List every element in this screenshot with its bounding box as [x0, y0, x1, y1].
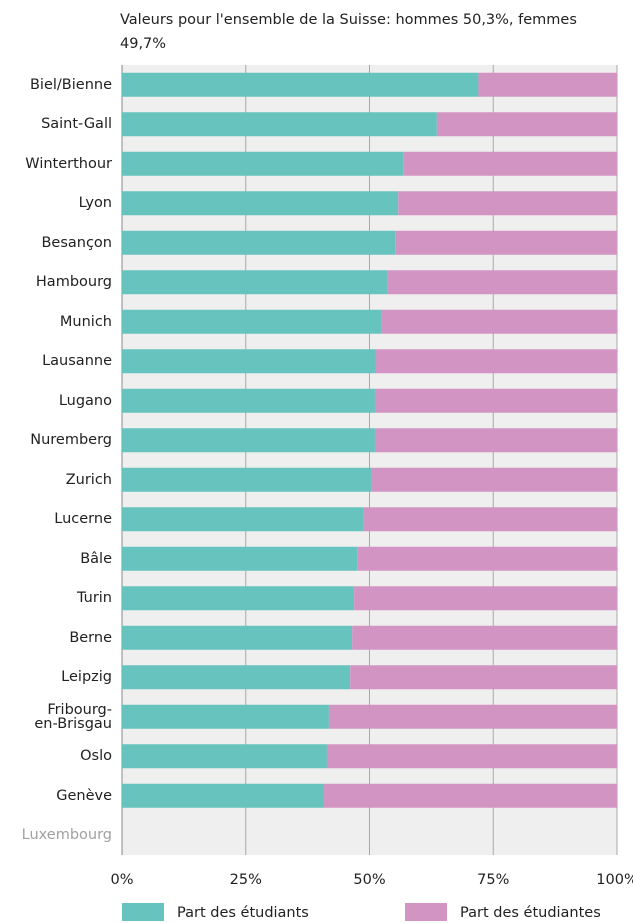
bar-segment: [375, 349, 617, 374]
bar-segment: [122, 72, 479, 97]
y-tick-label: Turin: [76, 590, 112, 607]
legend-label: Part des étudiantes: [460, 905, 601, 921]
bar-segment: [122, 783, 324, 808]
bar-segment: [122, 704, 329, 729]
bar-segment: [381, 309, 617, 334]
y-tick-label: Hambourg: [35, 274, 112, 291]
y-tick-label: Fribourg- en-Brisgau: [34, 701, 112, 732]
bar-segment: [328, 704, 617, 729]
bar-segment: [374, 428, 617, 453]
bar-segment: [122, 586, 355, 611]
y-tick-label: Lyon: [78, 195, 112, 212]
bar-segment: [122, 309, 382, 334]
y-tick-label: Besançon: [41, 234, 112, 251]
x-tick-label: 50%: [353, 872, 385, 888]
bar-segment: [122, 665, 351, 690]
y-tick-label: Lucerne: [54, 511, 112, 528]
bar-segment: [323, 783, 617, 808]
bar-segment: [350, 665, 617, 690]
bar-segment: [398, 191, 617, 216]
bar-segment: [370, 467, 617, 492]
bar-segment: [363, 507, 617, 532]
x-tick-label: 100%: [596, 872, 633, 888]
bar-segment: [357, 546, 617, 571]
legend-label: Part des étudiants: [177, 905, 309, 921]
y-tick-label: Zurich: [65, 471, 112, 488]
y-tick-label: Bâle: [80, 550, 112, 567]
legend-swatch: [122, 903, 164, 921]
bar-segment: [122, 625, 353, 650]
bar-segment: [354, 586, 617, 611]
bar-segment: [374, 388, 617, 413]
subtitle: Valeurs pour l'ensemble de la Suisse: ho…: [120, 12, 577, 52]
bar-segment: [122, 112, 437, 137]
bar-segment: [122, 230, 396, 255]
bar-segment: [122, 151, 404, 176]
y-tick-label: Luxembourg: [21, 827, 112, 844]
bar-segment: [395, 230, 617, 255]
y-tick-label: Winterthour: [25, 155, 112, 172]
bar-segment: [122, 744, 327, 769]
bar-segment: [387, 270, 617, 295]
bar-segment: [436, 112, 617, 137]
bar-segment: [122, 546, 358, 571]
y-tick-label: Genève: [56, 787, 112, 804]
bar-segment: [122, 270, 388, 295]
x-tick-label: 0%: [110, 872, 133, 888]
bar-segment: [478, 72, 617, 97]
bar-segment: [122, 467, 371, 492]
y-tick-label: Lausanne: [42, 353, 112, 370]
bar-segment: [122, 507, 364, 532]
y-tick-label: Munich: [59, 313, 112, 330]
legend-swatch: [405, 903, 447, 921]
y-tick-label: Leipzig: [61, 669, 112, 686]
bar-segment: [122, 428, 375, 453]
x-tick-label: 25%: [230, 872, 262, 888]
bar-segment: [122, 349, 376, 374]
bar-segment: [352, 625, 617, 650]
y-tick-label: Saint-Gall: [41, 116, 112, 133]
y-tick-label: Biel/Bienne: [29, 76, 112, 93]
bar-segment: [122, 191, 399, 216]
y-tick-label: Oslo: [80, 748, 112, 765]
y-tick-label: Berne: [69, 629, 112, 646]
y-tick-label: Lugano: [58, 392, 112, 409]
bar-segment: [326, 744, 617, 769]
y-tick-label: Nuremberg: [30, 432, 112, 449]
bar-segment: [122, 388, 375, 413]
bar-segment: [403, 151, 617, 176]
x-tick-label: 75%: [477, 872, 509, 888]
